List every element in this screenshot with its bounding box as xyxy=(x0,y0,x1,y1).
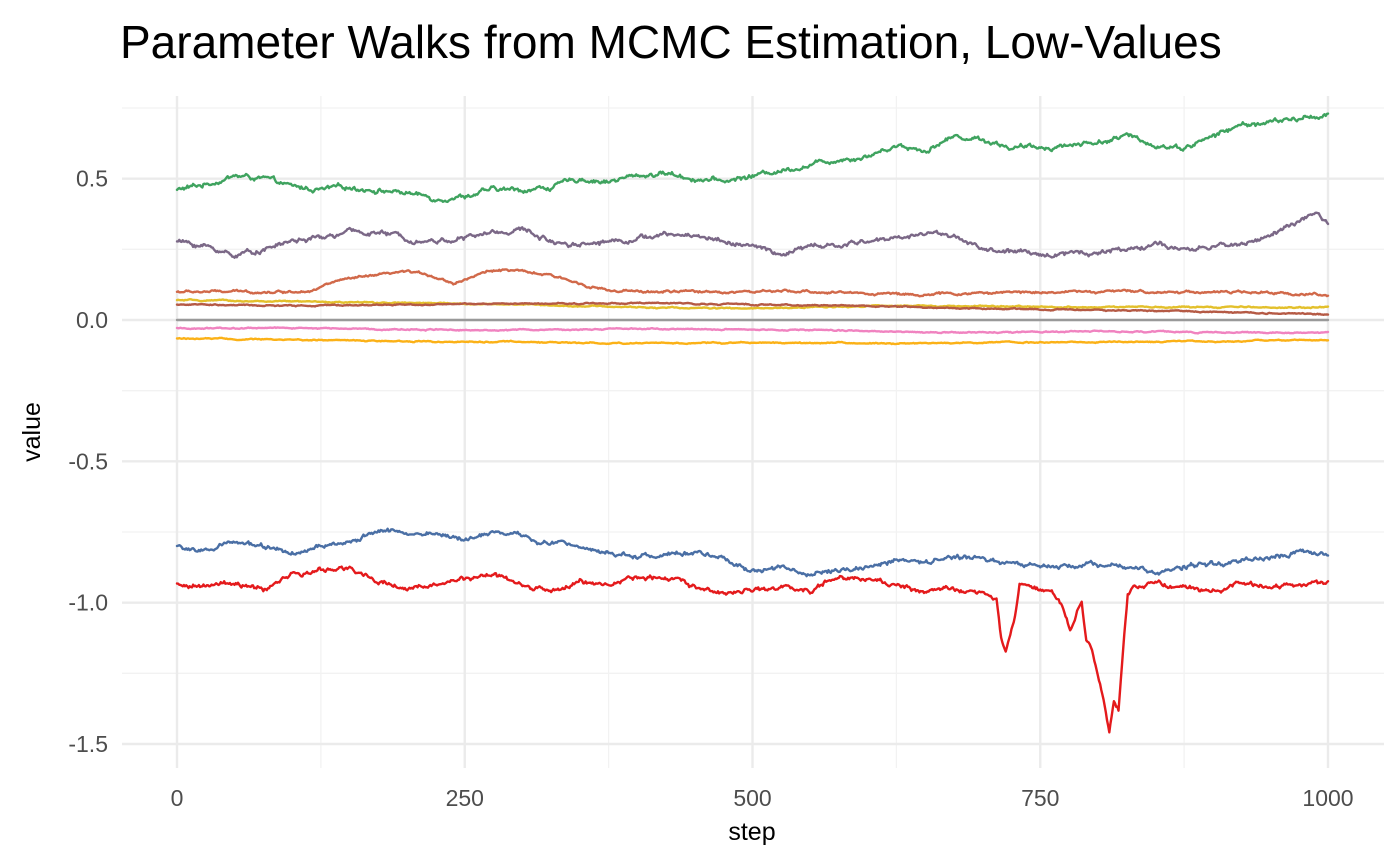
y-axis-tick-labels: 0.5 0.0 -0.5 -1.0 -1.5 xyxy=(68,166,108,757)
x-tick-label: 750 xyxy=(1021,785,1059,811)
y-axis-title: value xyxy=(18,402,46,462)
series-line-pink xyxy=(175,326,1330,335)
series-line-coral xyxy=(175,268,1330,298)
y-tick-label: -1.0 xyxy=(68,590,108,616)
series-line-amber xyxy=(175,336,1330,346)
major-gridlines xyxy=(122,96,1384,768)
y-tick-label: 0.0 xyxy=(76,307,108,333)
chart-title: Parameter Walks from MCMC Estimation, Lo… xyxy=(120,16,1222,68)
x-axis-tick-labels: 0 250 500 750 1000 xyxy=(171,785,1354,811)
series-line-purple xyxy=(175,211,1330,259)
y-tick-label: -0.5 xyxy=(68,448,108,474)
series-line-blue xyxy=(175,527,1330,578)
x-axis-title: step xyxy=(728,818,775,846)
x-tick-label: 500 xyxy=(733,785,771,811)
x-tick-label: 0 xyxy=(171,785,184,811)
series-line-brown xyxy=(175,301,1330,317)
y-tick-label: -1.5 xyxy=(68,731,108,757)
series-line-gold xyxy=(175,298,1330,310)
series-line-red xyxy=(175,565,1330,734)
series-lines xyxy=(175,112,1330,734)
series-line-green xyxy=(175,112,1330,204)
x-tick-label: 1000 xyxy=(1302,785,1353,811)
x-tick-label: 250 xyxy=(446,785,484,811)
y-tick-label: 0.5 xyxy=(76,166,108,192)
